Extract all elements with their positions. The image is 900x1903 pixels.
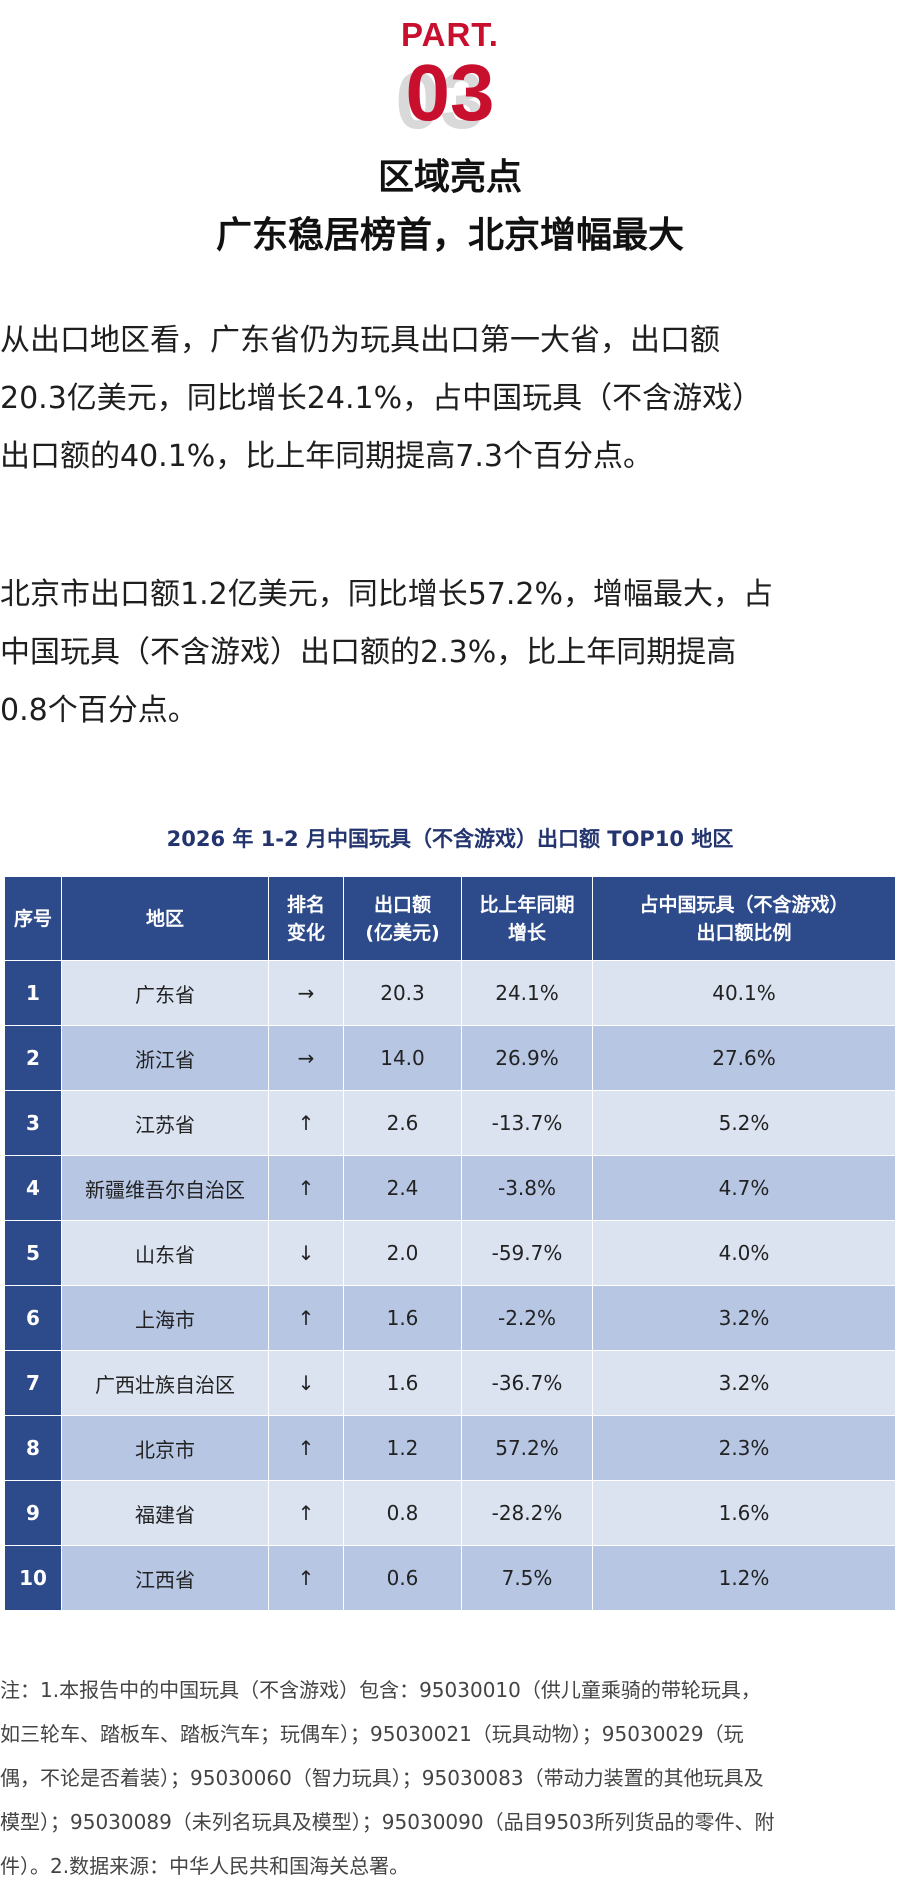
cell-growth: -28.2% <box>461 1480 593 1546</box>
header-region: 地区 <box>61 876 269 961</box>
cell-share: 4.0% <box>592 1220 896 1286</box>
cell-growth: -36.7% <box>461 1350 593 1416</box>
cell-export: 14.0 <box>343 1025 462 1091</box>
cell-rank-change: ↑ <box>268 1090 344 1156</box>
footnote-line: 注：1.本报告中的中国玩具（不含游戏）包含：95030010（供儿童乘骑的带轮玩… <box>0 1678 761 1702</box>
cell-export: 1.6 <box>343 1350 462 1416</box>
cell-export: 1.2 <box>343 1415 462 1481</box>
part-number: 03 <box>405 48 495 137</box>
cell-region: 广东省 <box>61 960 269 1026</box>
cell-region: 北京市 <box>61 1415 269 1481</box>
cell-index: 5 <box>4 1220 62 1286</box>
cell-rank-change: ↑ <box>268 1415 344 1481</box>
cell-region: 江西省 <box>61 1545 269 1611</box>
cell-index: 8 <box>4 1415 62 1481</box>
footnote-line: 模型）；95030089（未列名玩具及模型）；95030090（品目9503所列… <box>0 1810 775 1834</box>
header-rank-change: 排名 变化 <box>268 876 344 961</box>
cell-share: 4.7% <box>592 1155 896 1221</box>
cell-region: 山东省 <box>61 1220 269 1286</box>
cell-export: 0.8 <box>343 1480 462 1546</box>
table-row: 4 新疆维吾尔自治区 ↑ 2.4 -3.8% 4.7% <box>4 1155 896 1221</box>
table-row: 7 广西壮族自治区 ↓ 1.6 -36.7% 3.2% <box>4 1350 896 1416</box>
cell-growth: 57.2% <box>461 1415 593 1481</box>
table-row: 6 上海市 ↑ 1.6 -2.2% 3.2% <box>4 1285 896 1351</box>
cell-rank-change: → <box>268 1025 344 1091</box>
cell-share: 40.1% <box>592 960 896 1026</box>
header-export: 出口额 (亿美元) <box>343 876 462 961</box>
footnote-line: 件）。2.数据来源：中华人民共和国海关总署。 <box>0 1854 410 1878</box>
top10-regions-table: 序号 地区 排名 变化 出口额 (亿美元) 比上年同期 增长 占中国玩具（不含游戏）出… <box>4 876 896 1611</box>
cell-share: 1.2% <box>592 1545 896 1611</box>
part-badge: PART. 03 03 <box>0 12 900 141</box>
footnotes: 注：1.本报告中的中国玩具（不含游戏）包含：95030010（供儿童乘骑的带轮玩… <box>0 1668 900 1888</box>
cell-region: 广西壮族自治区 <box>61 1350 269 1416</box>
cell-growth: 24.1% <box>461 960 593 1026</box>
paragraph-line: 从出口地区看，广东省仍为玩具出口第一大省，出口额 <box>0 323 720 358</box>
cell-export: 20.3 <box>343 960 462 1026</box>
cell-export: 1.6 <box>343 1285 462 1351</box>
cell-region: 新疆维吾尔自治区 <box>61 1155 269 1221</box>
cell-export: 2.6 <box>343 1090 462 1156</box>
table-title: 2026 年 1-2 月中国玩具（不含游戏）出口额 TOP10 地区 <box>166 827 734 851</box>
section-subtitle: 广东稳居榜首，北京增幅最大 <box>215 215 684 256</box>
cell-rank-change: ↓ <box>268 1350 344 1416</box>
paragraph-line: 20.3亿美元，同比增长24.1%，占中国玩具（不含游戏） <box>0 381 763 416</box>
paragraph-guangdong: 从出口地区看，广东省仍为玩具出口第一大省，出口额 20.3亿美元，同比增长24.… <box>0 312 900 486</box>
header-share: 占中国玩具（不含游戏） 出口额比例 <box>592 876 896 961</box>
cell-rank-change: ↑ <box>268 1155 344 1221</box>
cell-rank-change: ↑ <box>268 1480 344 1546</box>
table-row: 1 广东省 → 20.3 24.1% 40.1% <box>4 960 896 1026</box>
cell-rank-change: ↑ <box>268 1285 344 1351</box>
cell-growth: 7.5% <box>461 1545 593 1611</box>
cell-index: 6 <box>4 1285 62 1351</box>
cell-region: 福建省 <box>61 1480 269 1546</box>
table-row: 3 江苏省 ↑ 2.6 -13.7% 5.2% <box>4 1090 896 1156</box>
paragraph-line: 北京市出口额1.2亿美元，同比增长57.2%，增幅最大，占 <box>0 577 774 612</box>
cell-region: 浙江省 <box>61 1025 269 1091</box>
cell-growth: 26.9% <box>461 1025 593 1091</box>
cell-index: 1 <box>4 960 62 1026</box>
cell-rank-change: → <box>268 960 344 1026</box>
table-row: 9 福建省 ↑ 0.8 -28.2% 1.6% <box>4 1480 896 1546</box>
cell-share: 1.6% <box>592 1480 896 1546</box>
paragraph-line: 中国玩具（不含游戏）出口额的2.3%，比上年同期提高 <box>0 635 737 670</box>
paragraph-beijing: 北京市出口额1.2亿美元，同比增长57.2%，增幅最大，占 中国玩具（不含游戏）… <box>0 566 900 740</box>
cell-growth: -13.7% <box>461 1090 593 1156</box>
table-row: 10 江西省 ↑ 0.6 7.5% 1.2% <box>4 1545 896 1611</box>
cell-share: 27.6% <box>592 1025 896 1091</box>
table-row: 5 山东省 ↓ 2.0 -59.7% 4.0% <box>4 1220 896 1286</box>
footnote-line: 偶，不论是否着装）；95030060（智力玩具）；95030083（带动力装置的… <box>0 1766 764 1790</box>
cell-growth: -59.7% <box>461 1220 593 1286</box>
cell-export: 2.0 <box>343 1220 462 1286</box>
paragraph-line: 0.8个百分点。 <box>0 693 198 728</box>
cell-share: 5.2% <box>592 1090 896 1156</box>
cell-index: 3 <box>4 1090 62 1156</box>
cell-index: 4 <box>4 1155 62 1221</box>
cell-rank-change: ↑ <box>268 1545 344 1611</box>
section-title: 区域亮点 <box>377 157 522 198</box>
cell-share: 3.2% <box>592 1285 896 1351</box>
cell-rank-change: ↓ <box>268 1220 344 1286</box>
cell-index: 2 <box>4 1025 62 1091</box>
table-header-row: 序号 地区 排名 变化 出口额 (亿美元) 比上年同期 增长 占中国玩具（不含游戏）出… <box>4 876 896 961</box>
cell-export: 0.6 <box>343 1545 462 1611</box>
cell-index: 9 <box>4 1480 62 1546</box>
part-label: PART. <box>401 16 499 53</box>
cell-share: 2.3% <box>592 1415 896 1481</box>
cell-growth: -2.2% <box>461 1285 593 1351</box>
header-index: 序号 <box>4 876 62 961</box>
header-growth: 比上年同期 增长 <box>461 876 593 961</box>
paragraph-line: 出口额的40.1%，比上年同期提高7.3个百分点。 <box>0 439 654 474</box>
cell-index: 10 <box>4 1545 62 1611</box>
table-row: 8 北京市 ↑ 1.2 57.2% 2.3% <box>4 1415 896 1481</box>
cell-region: 上海市 <box>61 1285 269 1351</box>
part-number-shadow: 03 <box>395 56 485 145</box>
cell-region: 江苏省 <box>61 1090 269 1156</box>
cell-export: 2.4 <box>343 1155 462 1221</box>
table-row: 2 浙江省 → 14.0 26.9% 27.6% <box>4 1025 896 1091</box>
cell-growth: -3.8% <box>461 1155 593 1221</box>
cell-share: 3.2% <box>592 1350 896 1416</box>
cell-index: 7 <box>4 1350 62 1416</box>
footnote-line: 如三轮车、踏板车、踏板汽车；玩偶车）；95030021（玩具动物）；950300… <box>0 1722 744 1746</box>
